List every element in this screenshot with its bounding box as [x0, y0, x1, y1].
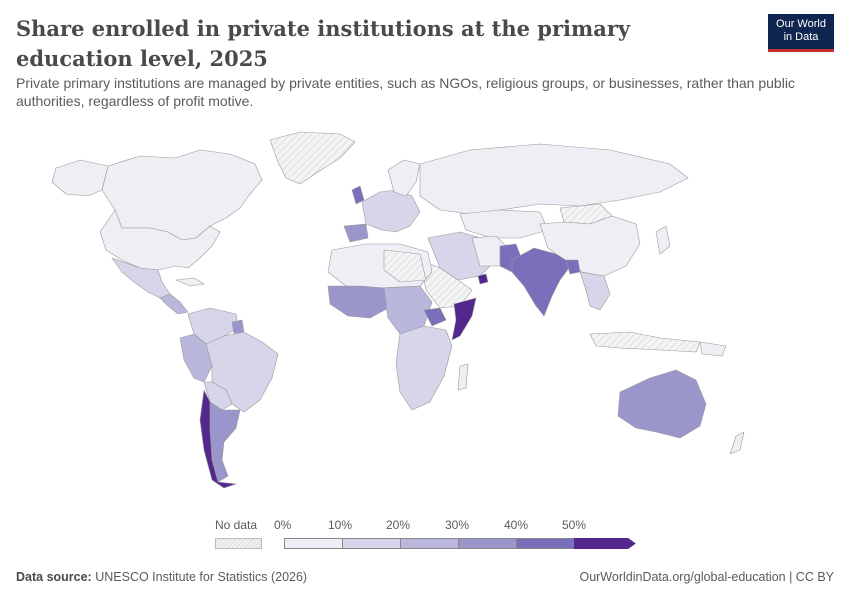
data-source: Data source: UNESCO Institute for Statis… — [16, 570, 307, 584]
country-west-africa[interactable] — [327, 285, 393, 319]
country-australia[interactable] — [617, 369, 707, 439]
country-central-america[interactable] — [159, 293, 189, 315]
country-japan[interactable] — [655, 225, 671, 255]
country-canada[interactable] — [101, 149, 263, 241]
legend-bin-0[interactable] — [284, 538, 343, 549]
legend-bin-2[interactable] — [400, 538, 459, 549]
country-usa-alaska[interactable] — [51, 159, 109, 197]
legend-bin-4[interactable] — [516, 538, 575, 549]
legend-bin-label-5: 50% — [562, 518, 587, 532]
legend-bin-5[interactable] — [574, 538, 636, 549]
country-chile[interactable] — [199, 389, 237, 489]
legend-bin-label-2: 20% — [386, 518, 411, 532]
owid-logo[interactable]: Our World in Data — [768, 14, 834, 52]
country-united-kingdom[interactable] — [351, 185, 365, 205]
legend-bin-label-1: 10% — [328, 518, 353, 532]
country-southern-africa[interactable] — [395, 325, 453, 411]
logo-line-1: Our World — [776, 18, 826, 30]
country-peru[interactable] — [179, 333, 213, 383]
legend-bin-label-4: 40% — [504, 518, 529, 532]
country-somalia[interactable] — [451, 297, 477, 341]
map-legend: No data 0% 10% 20% 30% 40% 50% — [215, 518, 645, 558]
country-madagascar[interactable] — [457, 363, 469, 391]
chart-subtitle: Private primary institutions are managed… — [16, 75, 795, 109]
country-greenland[interactable] — [269, 131, 356, 185]
data-source-text: UNESCO Institute for Statistics (2026) — [95, 570, 308, 584]
country-usa[interactable] — [99, 209, 221, 271]
country-russia[interactable] — [419, 143, 689, 215]
country-new-zealand[interactable] — [729, 431, 745, 455]
legend-no-data-swatch[interactable] — [215, 538, 262, 549]
legend-no-data-label: No data — [215, 518, 258, 532]
country-spain[interactable] — [343, 223, 369, 243]
country-cuba[interactable] — [175, 277, 205, 287]
country-saudi-arabia[interactable] — [419, 259, 473, 309]
footer-url-link[interactable]: OurWorldinData.org/global-education | CC… — [579, 570, 834, 584]
country-libya[interactable] — [383, 249, 427, 283]
chart-title: Share enrolled in private institutions a… — [16, 16, 631, 71]
legend-bin-3[interactable] — [458, 538, 517, 549]
country-indonesia[interactable] — [589, 331, 701, 353]
country-guyana[interactable] — [231, 319, 245, 335]
legend-bin-label-0: 0% — [274, 518, 292, 532]
country-scandinavia[interactable] — [387, 159, 421, 197]
country-uae[interactable] — [477, 273, 489, 285]
country-india[interactable] — [511, 247, 573, 317]
country-papua-new-guinea[interactable] — [699, 341, 727, 357]
country-bangladesh[interactable] — [565, 259, 581, 275]
legend-bin-label-3: 30% — [445, 518, 470, 532]
data-source-label: Data source: — [16, 570, 92, 584]
world-map[interactable] — [0, 120, 850, 500]
country-southeast-asia[interactable] — [579, 271, 611, 311]
country-south-sudan[interactable] — [423, 307, 447, 327]
legend-bin-1[interactable] — [342, 538, 401, 549]
country-kazakhstan[interactable] — [459, 209, 549, 239]
logo-line-2: in Data — [783, 31, 819, 43]
country-europe[interactable] — [361, 189, 421, 233]
